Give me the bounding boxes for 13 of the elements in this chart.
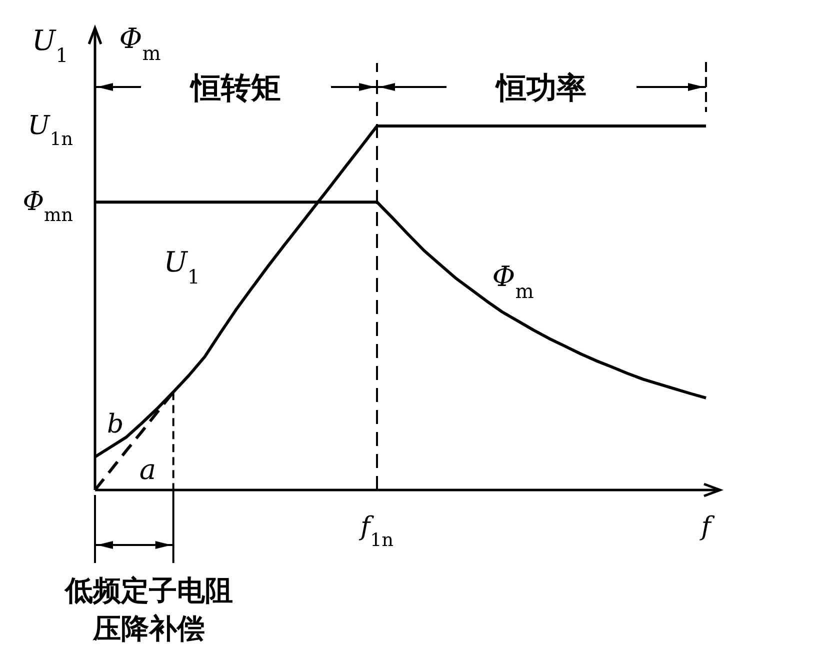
x-tick-label: f$_{1n}$ — [358, 512, 394, 550]
text: 恒功率 — [494, 71, 586, 106]
annotation: Φ$_{m}$ — [492, 260, 534, 302]
text: 低频定子电阻压降补偿 — [64, 574, 234, 645]
text: U$_{1n}$ — [28, 111, 74, 150]
annotation: b — [107, 410, 124, 440]
text: Φ$_{mn}$ — [22, 187, 74, 226]
x-tick-label: f — [699, 512, 716, 542]
text: 恒转矩 — [189, 71, 281, 106]
series-label: a — [139, 453, 156, 486]
legend-label: Φ$_{m}$ — [119, 22, 162, 64]
y-axis-title: U$_{1}$ — [32, 24, 68, 66]
series-label: U$_{1}$ — [164, 246, 200, 288]
